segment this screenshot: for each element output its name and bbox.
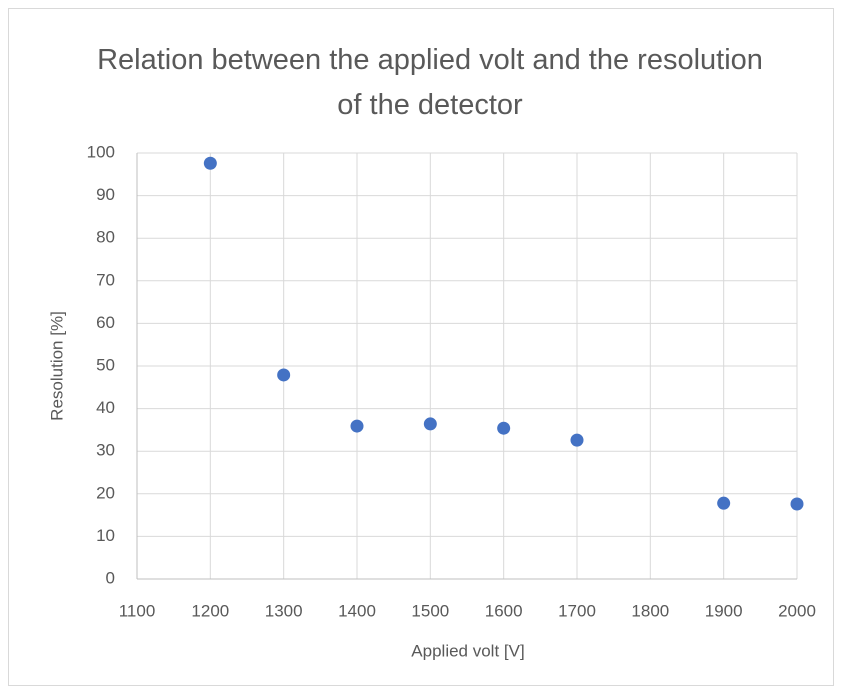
point — [717, 496, 731, 510]
x-tick-label: 2000 — [778, 601, 816, 620]
point — [350, 419, 364, 433]
y-tick-label: 60 — [96, 313, 115, 332]
x-tick-label: 1100 — [119, 601, 156, 620]
y-tick-label: 30 — [96, 441, 115, 460]
y-axis-label: Resolution [%] — [47, 311, 66, 421]
y-tick-label: 100 — [87, 142, 115, 161]
y-tick-label: 70 — [96, 270, 115, 289]
point — [277, 368, 291, 382]
point — [423, 417, 437, 431]
point — [203, 156, 217, 170]
y-tick-label: 20 — [96, 483, 115, 502]
chart-frame — [8, 8, 834, 686]
x-tick-label: 1400 — [338, 601, 376, 620]
x-tick-label: 1900 — [705, 601, 743, 620]
point — [497, 421, 511, 435]
x-axis-label: Applied volt [V] — [411, 641, 524, 660]
x-tick-label: 1200 — [191, 601, 229, 620]
y-tick-label: 40 — [96, 398, 115, 417]
y-tick-label: 80 — [96, 228, 115, 247]
x-tick-label: 1600 — [485, 601, 523, 620]
point — [570, 433, 584, 447]
chart-title: Relation between the applied volt and th… — [97, 44, 763, 121]
x-tick-label: 1500 — [411, 601, 449, 620]
x-tick-label: 1800 — [631, 601, 669, 620]
x-tick-label: 1300 — [265, 601, 303, 620]
y-tick-label: 10 — [96, 526, 115, 545]
y-tick-label: 0 — [106, 568, 115, 587]
x-tick-label: 1700 — [558, 601, 596, 620]
y-tick-label: 90 — [96, 185, 115, 204]
point — [790, 497, 804, 511]
y-tick-label: 50 — [96, 355, 115, 374]
